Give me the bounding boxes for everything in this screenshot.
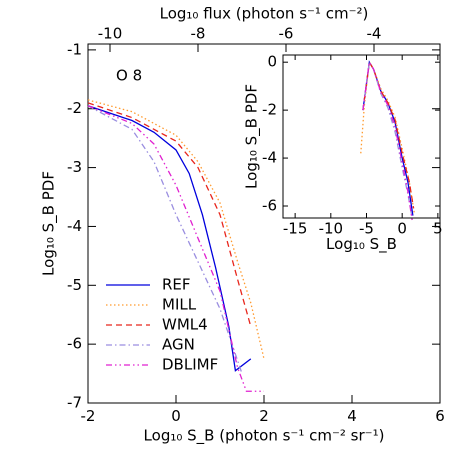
x-tick-label: 2	[259, 407, 269, 425]
series-line	[87, 102, 252, 327]
series-line	[362, 60, 415, 209]
x-tick-label: 4	[347, 407, 357, 425]
top-x-tick-label: -10	[98, 25, 123, 43]
series-line	[87, 99, 265, 360]
top-x-tick-label: -6	[279, 25, 294, 43]
series-line	[87, 105, 252, 372]
series-line	[362, 60, 413, 221]
x-axis-label: Log₁₀ S_B	[326, 235, 397, 254]
series-line	[362, 60, 413, 219]
x-tick-label: 5	[433, 219, 443, 237]
y-tick-label: -4	[67, 217, 82, 235]
x-axis-label: Log₁₀ S_B (photon s⁻¹ cm⁻² sr⁻¹)	[144, 427, 385, 446]
legend-label: WML4	[162, 316, 208, 334]
annotation: O 8	[116, 67, 142, 85]
y-tick-label: -2	[67, 99, 82, 117]
legend-label: MILL	[162, 296, 197, 314]
y-tick-label: -5	[67, 276, 82, 294]
series-line	[362, 60, 414, 216]
y-tick-label: -3	[67, 158, 82, 176]
x-tick-label: -15	[283, 219, 308, 237]
y-tick-label: -7	[67, 394, 82, 412]
y-tick-label: 0	[267, 53, 277, 71]
top-x-tick-label: -8	[191, 25, 206, 43]
top-x-tick-label: -4	[367, 25, 382, 43]
legend-label: AGN	[162, 336, 195, 354]
y-axis-label: Log₁₀ S_B PDF	[40, 171, 59, 276]
x-tick-label: 0	[397, 219, 407, 237]
y-axis-label: Log₁₀ S_B PDF	[242, 84, 261, 189]
series-line	[87, 105, 264, 392]
plot-frame	[87, 43, 441, 404]
plot-frame	[282, 54, 441, 219]
y-tick-label: -1	[67, 40, 82, 58]
y-tick-label: -6	[67, 335, 82, 353]
series-line	[360, 60, 415, 214]
y-tick-label: -6	[262, 197, 277, 215]
legend-label: REF	[162, 276, 191, 294]
x-tick-label: -5	[359, 219, 374, 237]
legend-label: DBLIMF	[162, 356, 218, 374]
series-line	[87, 105, 243, 374]
y-tick-label: -4	[262, 149, 277, 167]
top-x-axis-label: Log₁₀ flux (photon s⁻¹ cm⁻²)	[160, 5, 369, 23]
x-tick-label: 6	[435, 407, 445, 425]
x-tick-label: -2	[81, 407, 96, 425]
x-tick-label: -10	[319, 219, 344, 237]
x-tick-label: 0	[171, 407, 181, 425]
y-tick-label: -2	[262, 101, 277, 119]
